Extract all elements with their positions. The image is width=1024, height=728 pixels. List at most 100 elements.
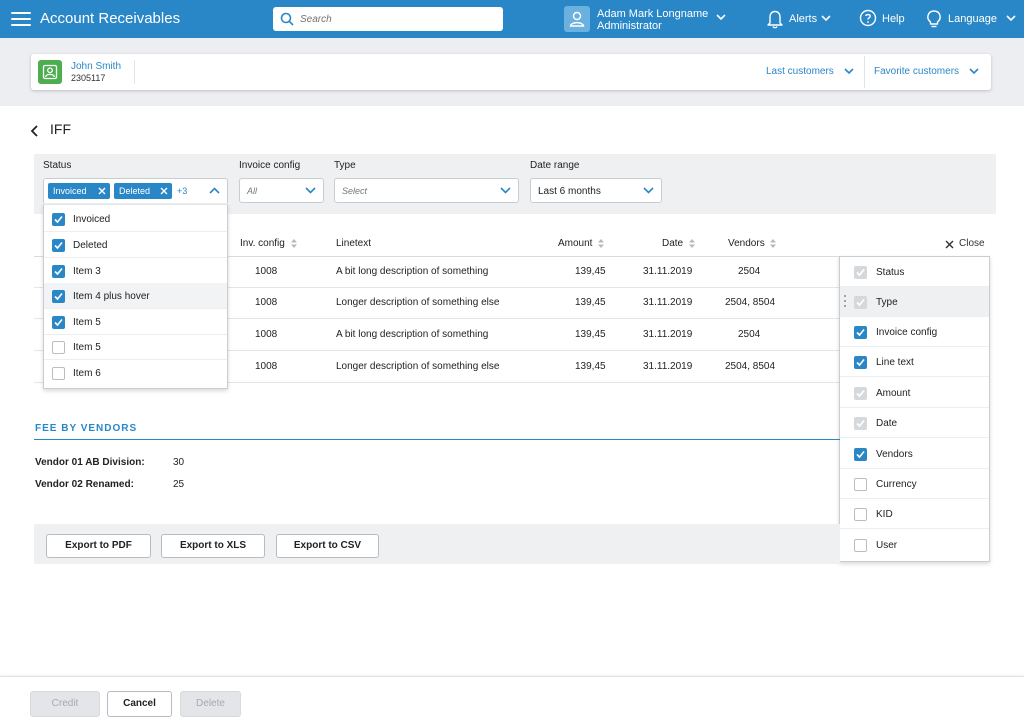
chevron-down-icon	[821, 15, 831, 22]
favorite-customers-dropdown[interactable]: Favorite customers	[874, 66, 984, 77]
column-option[interactable]: Currency	[840, 469, 989, 499]
status-option[interactable]: Invoiced	[44, 206, 227, 232]
column-option[interactable]: Date	[840, 408, 989, 438]
close-icon[interactable]	[98, 187, 106, 195]
divider	[34, 287, 840, 288]
checkbox-unchecked[interactable]	[854, 539, 867, 552]
checkbox-unchecked[interactable]	[854, 478, 867, 491]
export-xls-button[interactable]: Export to XLS	[161, 534, 265, 558]
checkbox-checked[interactable]	[854, 326, 867, 339]
status-chip: Invoiced	[48, 183, 110, 199]
last-customers-label: Last customers	[766, 66, 834, 77]
cell-inv-config: 1008	[255, 297, 278, 308]
cell-date: 31.11.2019	[643, 297, 693, 308]
cell-date: 31.11.2019	[643, 266, 693, 277]
delete-button[interactable]: Delete	[180, 691, 241, 717]
chevron-down-icon	[305, 187, 316, 194]
date-range-value: Last 6 months	[538, 186, 601, 197]
column-option[interactable]: Vendors	[840, 439, 989, 469]
chevron-down-icon	[500, 187, 511, 194]
column-option-label: Amount	[876, 388, 911, 399]
favorite-customers-label: Favorite customers	[874, 66, 960, 77]
chevron-down-icon	[1006, 15, 1016, 22]
credit-button[interactable]: Credit	[30, 691, 100, 717]
column-option[interactable]: Amount	[840, 378, 989, 408]
cell-date: 31.11.2019	[643, 329, 693, 340]
back-arrow-icon[interactable]	[28, 124, 42, 138]
app-title: Account Receivables	[40, 10, 181, 27]
fee-vendor-label: Vendor 02 Renamed:	[35, 479, 134, 490]
customer-name-link[interactable]: John Smith	[71, 61, 122, 72]
search-box[interactable]	[273, 7, 503, 31]
column-header-linetext[interactable]: Linetext	[336, 238, 371, 249]
checkbox-unchecked[interactable]	[52, 341, 65, 354]
checkbox-checked[interactable]	[52, 316, 65, 329]
checkbox-checked[interactable]	[854, 448, 867, 461]
column-option[interactable]: KID	[840, 499, 989, 529]
status-option-label: Deleted	[73, 240, 108, 251]
sort-icon	[770, 238, 777, 248]
language-button[interactable]: Language	[926, 10, 1016, 29]
checkbox-unchecked[interactable]	[52, 367, 65, 380]
last-customers-dropdown[interactable]: Last customers	[766, 66, 856, 77]
column-option-label: Currency	[876, 479, 917, 490]
column-header-label: Linetext	[336, 238, 372, 249]
alerts-button[interactable]: Alerts	[766, 10, 831, 29]
status-option-label: Item 4 plus hover	[73, 291, 150, 302]
export-pdf-button[interactable]: Export to PDF	[46, 534, 151, 558]
checkbox-checked[interactable]	[52, 239, 65, 252]
cell-linetext: Longer description of something else	[336, 297, 500, 308]
cell-vendors: 2504, 8504	[725, 361, 776, 372]
status-chip-label: Deleted	[119, 186, 151, 196]
status-option[interactable]: Item 5	[44, 309, 227, 335]
cell-amount: 139,45	[575, 266, 606, 277]
sort-icon	[598, 238, 605, 248]
invoice-config-select[interactable]: All	[239, 178, 324, 203]
type-select[interactable]: Select	[334, 178, 519, 203]
invoice-config-filter-label: Invoice config	[239, 160, 301, 171]
status-option-hovered[interactable]: Item 4 plus hover	[44, 283, 227, 309]
column-option[interactable]: User	[840, 530, 989, 560]
bell-icon	[767, 10, 783, 29]
status-option[interactable]: Item 5	[44, 334, 227, 360]
hamburger-menu-icon[interactable]	[11, 12, 31, 26]
chevron-down-icon	[844, 68, 854, 75]
checkbox-checked[interactable]	[854, 356, 867, 369]
checkbox-checked[interactable]	[52, 265, 65, 278]
help-button[interactable]: Help	[859, 9, 909, 29]
status-option[interactable]: Item 6	[44, 360, 227, 386]
status-chip-label: Invoiced	[53, 186, 87, 196]
cell-vendors: 2504	[738, 266, 761, 277]
status-option[interactable]: Deleted	[44, 232, 227, 258]
column-header-vendors[interactable]: Vendors	[728, 238, 777, 249]
export-csv-button[interactable]: Export to CSV	[276, 534, 379, 558]
close-icon[interactable]	[160, 187, 168, 195]
column-option[interactable]: Line text	[840, 347, 989, 377]
column-header-label: Amount	[558, 238, 593, 249]
checkmark-icon	[856, 450, 865, 459]
checkmark-icon	[856, 389, 865, 398]
column-option[interactable]: Invoice config	[840, 317, 989, 347]
help-icon	[859, 9, 877, 27]
checkbox-checked[interactable]	[52, 290, 65, 303]
date-range-select[interactable]: Last 6 months	[530, 178, 662, 203]
chevron-down-icon	[643, 187, 654, 194]
checkbox-disabled	[854, 296, 867, 309]
column-option-hovered[interactable]: Type	[840, 287, 989, 317]
chevron-up-icon[interactable]	[209, 187, 220, 194]
cell-vendors: 2504	[738, 329, 761, 340]
drag-handle-icon[interactable]	[843, 295, 847, 309]
status-option[interactable]: Item 3	[44, 258, 227, 284]
cancel-button[interactable]: Cancel	[107, 691, 172, 717]
status-option-label: Item 5	[73, 317, 101, 328]
status-multiselect[interactable]: Invoiced Deleted +3	[43, 178, 228, 203]
column-header-amount[interactable]: Amount	[558, 238, 605, 249]
checkbox-checked[interactable]	[52, 213, 65, 226]
column-option[interactable]: Status	[840, 257, 989, 287]
search-input[interactable]	[300, 10, 495, 28]
column-header-date[interactable]: Date	[662, 238, 695, 249]
checkmark-icon	[54, 318, 63, 327]
cell-inv-config: 1008	[255, 361, 278, 372]
column-header-inv-config[interactable]: Inv. config	[240, 238, 297, 249]
checkbox-unchecked[interactable]	[854, 508, 867, 521]
